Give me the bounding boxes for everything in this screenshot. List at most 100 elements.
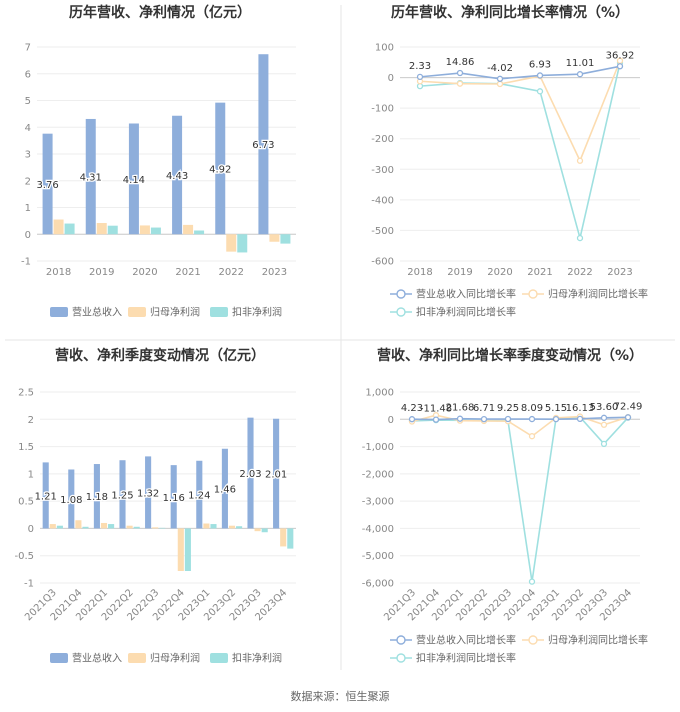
bar-deducted-profit — [237, 234, 248, 253]
bar-net-profit — [203, 523, 210, 529]
line-value-label: 53.60 — [590, 402, 619, 413]
legend-label: 扣非净利润 — [232, 306, 282, 319]
chart-title: 营收、净利季度变动情况（亿元） — [55, 347, 265, 364]
point-revenue — [624, 414, 632, 421]
line-value-label: 11.01 — [566, 58, 595, 69]
bar-deducted-profit — [133, 526, 140, 529]
legend-swatch — [50, 307, 68, 317]
legend-swatch-marker — [396, 653, 406, 663]
point-revenue — [504, 415, 512, 423]
bar-revenue — [247, 417, 254, 529]
legend-item: 扣非净利润 — [210, 306, 282, 319]
bar-value-label: 1.46 — [214, 485, 236, 496]
y-tick-label: 2 — [25, 176, 31, 187]
bar-value-label: 1.08 — [60, 495, 82, 506]
legend-swatch-marker — [396, 635, 406, 645]
bar-value-label: 1.18 — [86, 492, 108, 503]
line-value-label: 6.93 — [529, 59, 551, 70]
legend-swatch-marker — [528, 289, 538, 299]
x-tick-label: 2022 — [567, 267, 592, 278]
point-deducted-profit — [576, 234, 584, 242]
point-revenue — [576, 71, 584, 78]
bar-net-profit — [152, 527, 159, 529]
legend-label: 营业总收入同比增长率 — [416, 634, 516, 647]
bar-value-label: 2.01 — [265, 470, 287, 481]
chart-title: 历年营收、净利同比增长率情况（%） — [391, 4, 629, 21]
bar-value-label: 1.24 — [188, 491, 210, 502]
legend-item: 归母净利润 — [128, 306, 200, 319]
y-tick-label: 1,000 — [365, 388, 394, 399]
legend-swatch — [210, 307, 228, 317]
footer-source: 数据来源：恒生聚源 — [291, 689, 390, 703]
bar-revenue — [221, 448, 228, 529]
x-tick-label: 2020 — [487, 267, 512, 278]
bar-value-label: 4.92 — [209, 164, 231, 175]
y-tick-label: 2 — [28, 415, 34, 426]
legend-label: 营业总收入同比增长率 — [416, 288, 516, 301]
y-tick-label: 5 — [25, 96, 31, 107]
line-value-label: 2.33 — [409, 61, 431, 72]
legend-label: 归母净利润同比增长率 — [548, 634, 648, 647]
bar-net-profit — [269, 234, 280, 242]
point-net-profit — [600, 421, 608, 428]
legend-label: 归母净利润 — [150, 306, 200, 319]
legend-swatch — [128, 307, 146, 317]
bar-revenue — [119, 460, 126, 529]
x-tick-label: 2021 — [527, 267, 552, 278]
line-value-label: 5.15 — [545, 403, 567, 414]
legend-item: 营业总收入 — [50, 306, 122, 319]
legend-swatch-marker — [396, 307, 406, 317]
x-tick-label: 2023 — [262, 267, 287, 278]
legend-item: 归母净利润同比增长率 — [522, 288, 648, 301]
point-revenue — [456, 69, 464, 77]
point-revenue — [496, 75, 504, 82]
bar-revenue — [128, 123, 139, 235]
x-tick-label: 2022 — [219, 267, 244, 278]
line-deducted-profit — [411, 416, 629, 582]
legend-item: 扣非净利润 — [210, 652, 282, 665]
y-tick-label: -1 — [24, 579, 34, 590]
line-value-label: -11.48 — [420, 404, 452, 415]
line-value-label: -4.02 — [487, 63, 513, 74]
bar-revenue — [42, 133, 53, 235]
bar-revenue — [215, 102, 226, 235]
chart-quarterly-growth: 营收、净利同比增长率季度变动情况（%） -6,000 -5,000 -4,000 -3,… — [362, 347, 648, 665]
bar-value-label: 6.73 — [252, 140, 274, 151]
bar-deducted-profit — [150, 227, 161, 235]
y-tick-label: -100 — [371, 104, 394, 115]
bar-revenue — [145, 456, 152, 529]
y-tick-label: 3 — [25, 150, 31, 161]
legend-item: 归母净利润 — [128, 652, 200, 665]
bar-net-profit — [254, 528, 261, 532]
y-tick-label: -1,000 — [362, 442, 394, 453]
y-tick-label: 1.5 — [18, 442, 34, 453]
bar-value-label: 1.32 — [137, 488, 159, 499]
chart-quarterly-bar: 营收、净利季度变动情况（亿元）-1-0.500.511.522.52021Q32… — [14, 347, 296, 665]
bar-value-label: 3.76 — [36, 180, 58, 191]
y-tick-label: 100 — [375, 43, 394, 54]
y-tick-label: -3,000 — [362, 497, 394, 508]
point-revenue — [528, 415, 536, 423]
bar-deducted-profit — [194, 230, 205, 235]
line-value-label: 16.13 — [566, 403, 595, 414]
y-tick-label: -0.5 — [14, 551, 34, 562]
y-tick-label: -2,000 — [362, 469, 394, 480]
bar-deducted-profit — [56, 525, 63, 529]
line-value-label: 14.86 — [446, 57, 475, 68]
x-tick-label: 2023 — [607, 267, 632, 278]
bar-net-profit — [53, 219, 64, 235]
bar-deducted-profit — [280, 234, 291, 244]
bar-net-profit — [228, 525, 236, 529]
y-tick-label: -5,000 — [362, 551, 394, 562]
point-revenue — [552, 415, 560, 423]
y-tick-label: 2.5 — [18, 388, 34, 399]
point-revenue — [416, 73, 424, 81]
bar-value-label: 2.03 — [239, 469, 261, 480]
y-tick-label: -6,000 — [362, 579, 394, 590]
bar-deducted-profit — [184, 528, 191, 571]
point-revenue — [536, 72, 544, 79]
chart-title: 营收、净利同比增长率季度变动情况（%） — [377, 347, 643, 364]
point-deducted-profit — [600, 440, 608, 447]
